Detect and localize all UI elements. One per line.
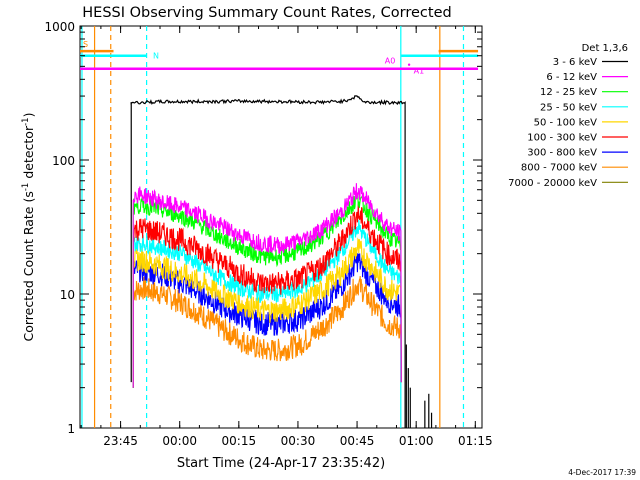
x-tick-label-4: 00:45 xyxy=(340,434,375,448)
flag-label-s: S xyxy=(83,40,88,49)
flag-label-a1: A1 xyxy=(414,67,425,76)
flag-label-a0: A0 xyxy=(385,57,396,66)
series-line-0 xyxy=(130,95,406,428)
series-line-1 xyxy=(132,183,402,388)
x-tick-label-2: 00:15 xyxy=(222,434,257,448)
plot-area xyxy=(79,25,483,429)
y-tick-label-0: 1 xyxy=(67,422,75,436)
legend-title: Det 1,3,6 xyxy=(582,43,628,54)
series-line-5 xyxy=(132,203,402,388)
flag-bars: S N A0 A1 xyxy=(80,40,479,76)
legend-label-8: 7000 - 20000 keV xyxy=(508,178,597,189)
legend-label-2: 12 - 25 keV xyxy=(540,87,597,98)
legend-label-6: 300 - 800 keV xyxy=(527,148,597,159)
y-label-part-1: Corrected Count Rate (s xyxy=(21,191,36,341)
y-tick-label-3: 1000 xyxy=(44,20,75,34)
x-tick-label-0: 23:45 xyxy=(103,434,138,448)
legend: Det 1,3,6 3 - 6 keV 6 - 12 keV 12 - 25 keV… xyxy=(508,43,628,189)
x-tick-label-6: 01:15 xyxy=(458,434,493,448)
y-tick-label-2: 100 xyxy=(52,154,75,168)
x-tick-label-1: 00:00 xyxy=(162,434,197,448)
series-layer xyxy=(130,95,433,428)
series-line-7 xyxy=(132,275,402,388)
legend-label-1: 6 - 12 keV xyxy=(546,72,597,83)
y-axis-label: Corrected Count Rate (s-1 detector-1) xyxy=(21,113,36,342)
x-tick-label-5: 01:00 xyxy=(399,434,434,448)
legend-label-3: 25 - 50 keV xyxy=(540,102,597,113)
series-line-3 xyxy=(132,219,402,388)
flag-dot xyxy=(407,63,411,66)
legend-label-7: 800 - 7000 keV xyxy=(521,163,597,174)
y-label-sup-1: -1 xyxy=(21,183,31,191)
y-label-part-3: ) xyxy=(21,113,36,118)
x-tick-label-3: 00:30 xyxy=(281,434,316,448)
y-label-part-2: detector xyxy=(21,125,36,183)
chart-title: HESSI Observing Summary Count Rates, Cor… xyxy=(82,5,451,21)
x-axis-label: Start Time (24-Apr-17 23:35:42) xyxy=(177,456,385,471)
footer-stamp: 4-Dec-2017 17:39 xyxy=(568,468,636,477)
legend-label-0: 3 - 6 keV xyxy=(553,57,597,68)
legend-label-4: 50 - 100 keV xyxy=(534,117,598,128)
y-tick-label-1: 10 xyxy=(60,288,75,302)
legend-label-5: 100 - 300 keV xyxy=(527,133,597,144)
axes: 23:45 00:00 00:15 00:30 00:45 01:00 01:15 1 10 10… xyxy=(44,20,492,448)
y-label-sup-2: -1 xyxy=(21,117,31,125)
series-line-4 xyxy=(132,237,402,388)
flag-label-n: N xyxy=(153,52,159,61)
